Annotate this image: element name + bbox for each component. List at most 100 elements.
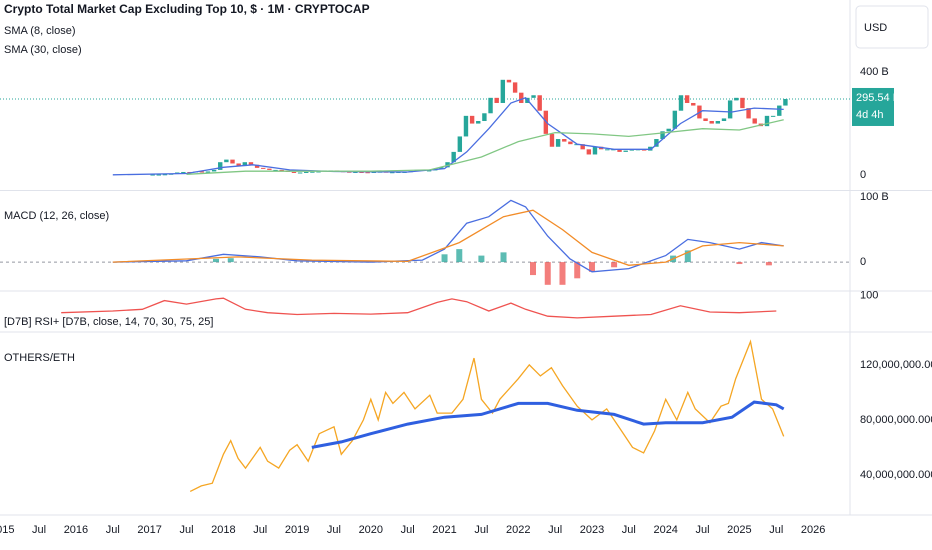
candle	[740, 97, 745, 109]
currency[interactable]: USD	[864, 22, 887, 34]
y-tick-label: 400 B	[860, 66, 889, 78]
candle	[777, 105, 782, 116]
candle	[623, 150, 628, 152]
candle	[248, 162, 254, 165]
candle	[390, 172, 395, 174]
candle	[476, 121, 481, 124]
x-tick-label: Jul	[622, 524, 636, 536]
x-tick-label: 2021	[432, 524, 456, 536]
x-tick-label: Jul	[32, 524, 46, 536]
candle	[629, 149, 635, 151]
candle	[230, 159, 235, 164]
candle	[666, 128, 671, 132]
x-tick-label: 2025	[727, 524, 751, 536]
series-line	[112, 97, 784, 176]
x-tick-label: Jul	[474, 524, 488, 536]
pane-title: Crypto Total Market Cap Excluding Top 10…	[4, 2, 370, 16]
candle	[568, 141, 573, 145]
candle	[371, 171, 377, 173]
candle	[273, 169, 278, 171]
histogram-bar	[611, 262, 618, 268]
pane-title: OTHERS/ETH	[4, 352, 75, 364]
series-line	[186, 119, 784, 175]
x-tick-label: Jul	[548, 524, 562, 536]
candle	[316, 171, 321, 173]
histogram-bar	[456, 249, 463, 263]
x-tick-label: 2023	[580, 524, 604, 536]
candle	[512, 82, 518, 93]
candle	[156, 174, 161, 176]
candle	[488, 97, 493, 114]
candle	[199, 171, 205, 173]
candle	[261, 167, 266, 169]
candle	[586, 149, 592, 155]
y-tick-label: 100 B	[860, 191, 889, 203]
x-tick-label: 2015	[0, 524, 14, 536]
candle	[500, 79, 506, 103]
candle	[426, 170, 432, 172]
x-tick-label: 2017	[137, 524, 161, 536]
candle	[605, 149, 610, 151]
candle	[297, 172, 303, 174]
candle	[746, 108, 751, 119]
candle	[205, 171, 211, 173]
histogram-bar	[544, 262, 551, 285]
histogram-bar	[441, 254, 448, 263]
y-tick-label: 100	[860, 289, 878, 301]
candle	[254, 164, 260, 168]
candle	[715, 121, 721, 124]
candle	[224, 159, 229, 163]
legend-entry: SMA (30, close)	[4, 44, 82, 56]
y-tick-label: 120,000,000.000000	[860, 359, 932, 371]
candle	[721, 118, 727, 122]
histogram-bar	[530, 262, 537, 276]
candle	[482, 113, 487, 122]
candle	[463, 115, 469, 137]
y-tick-label: 0	[860, 169, 866, 181]
candle	[764, 115, 770, 127]
candle	[531, 95, 536, 98]
candle	[678, 95, 684, 111]
candle	[537, 95, 542, 111]
candle	[451, 151, 456, 163]
candle	[684, 95, 690, 103]
candle	[439, 167, 444, 169]
last-price-box	[852, 87, 894, 126]
candle	[236, 163, 241, 167]
x-tick-label: 2016	[64, 524, 88, 536]
x-tick-label: 2026	[801, 524, 825, 536]
candle	[654, 139, 659, 147]
histogram-bar	[684, 250, 691, 263]
candle	[279, 169, 284, 171]
candle	[580, 144, 585, 150]
candle	[752, 118, 757, 124]
candle	[770, 115, 776, 117]
candle	[617, 149, 622, 152]
candle	[162, 174, 168, 176]
x-tick-label: Jul	[401, 524, 415, 536]
candle	[359, 171, 364, 173]
candle	[365, 172, 370, 174]
candle	[555, 139, 561, 147]
y-tick-label: 40,000,000.000000	[860, 469, 932, 481]
candle	[691, 102, 696, 106]
histogram-bar	[588, 262, 595, 272]
x-tick-label: 2018	[211, 524, 235, 536]
candle	[783, 98, 788, 106]
histogram-bar	[478, 255, 485, 263]
x-tick-label: 2020	[359, 524, 383, 536]
y-tick-label: 80,000,000.000000	[860, 414, 932, 426]
candle	[660, 131, 665, 140]
histogram-bar	[500, 252, 507, 263]
y-tick-label: 0	[860, 256, 866, 268]
x-tick-label: 2024	[653, 524, 677, 536]
candle	[211, 169, 217, 172]
candle	[562, 139, 567, 142]
x-tick-label: Jul	[769, 524, 783, 536]
currency-button[interactable]	[855, 5, 929, 49]
histogram-bar	[574, 262, 581, 279]
candle	[310, 171, 315, 173]
x-tick-label: 2019	[285, 524, 309, 536]
legend-entry: SMA (8, close)	[4, 25, 76, 37]
